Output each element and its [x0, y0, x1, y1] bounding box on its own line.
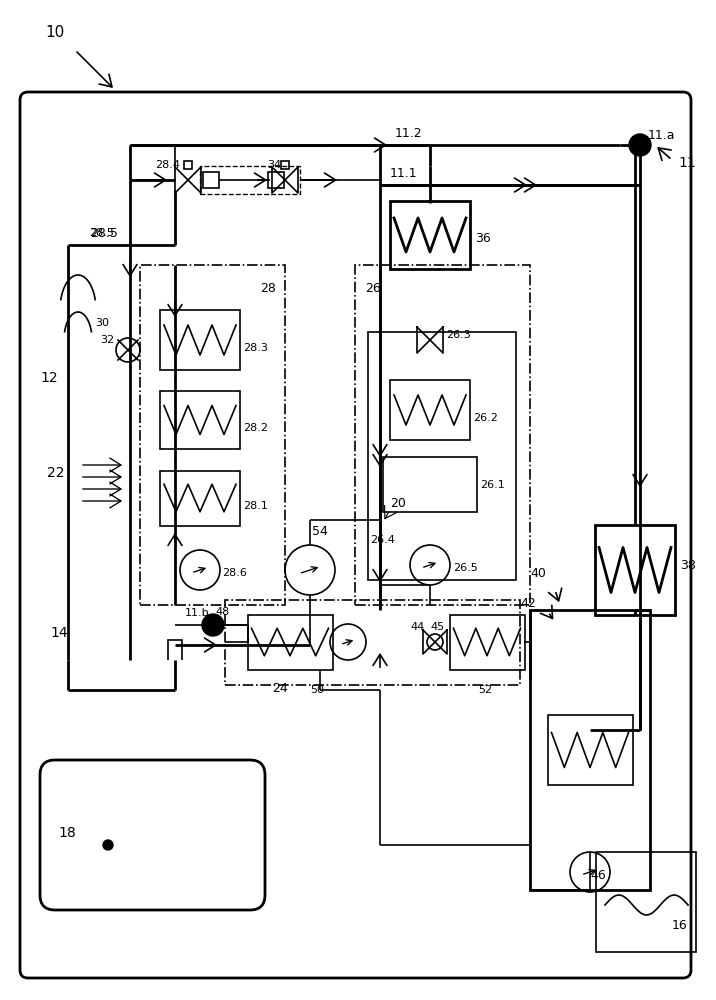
Text: 11.b: 11.b: [185, 608, 210, 618]
Text: 14: 14: [50, 626, 67, 640]
Bar: [596, 852, 696, 952]
Text: 28.6: 28.6: [222, 568, 247, 578]
Text: 28.5: 28.5: [90, 227, 118, 240]
Text: 45: 45: [430, 622, 444, 632]
Text: 11.a: 11.a: [648, 129, 675, 142]
Bar: [248, 614, 332, 670]
Text: 20: 20: [390, 497, 406, 510]
Bar: [281, 161, 289, 169]
Bar: [160, 310, 240, 370]
Text: 42: 42: [520, 597, 536, 610]
Text: 26.5: 26.5: [453, 563, 478, 573]
Text: 26.3: 26.3: [446, 330, 470, 340]
Text: 11.2: 11.2: [395, 127, 422, 140]
Text: 16: 16: [672, 919, 688, 932]
Text: 28.4: 28.4: [155, 160, 180, 170]
Text: 28.1: 28.1: [243, 501, 268, 511]
Text: 40: 40: [530, 567, 546, 580]
Bar: [530, 610, 650, 890]
Bar: [203, 172, 219, 188]
Text: 28: 28: [260, 282, 276, 295]
Text: 36: 36: [475, 232, 490, 245]
Text: 24: 24: [272, 682, 288, 695]
Text: 11: 11: [678, 156, 696, 170]
Bar: [390, 201, 470, 269]
Text: 28.2: 28.2: [243, 423, 268, 433]
Bar: [200, 166, 300, 194]
Bar: [184, 161, 192, 169]
Circle shape: [103, 840, 113, 850]
Bar: [160, 471, 240, 526]
Bar: [390, 380, 470, 440]
Circle shape: [629, 134, 651, 156]
Bar: [355, 265, 530, 605]
Text: 26.1: 26.1: [480, 480, 505, 490]
Bar: [225, 600, 520, 685]
Text: 26: 26: [365, 282, 381, 295]
Bar: [383, 457, 477, 512]
Text: 10: 10: [45, 25, 64, 40]
Text: 18: 18: [58, 826, 76, 840]
Bar: [140, 265, 285, 605]
Bar: [160, 391, 240, 449]
Text: 46: 46: [590, 869, 606, 882]
Text: 34: 34: [267, 160, 281, 170]
Text: 38: 38: [680, 559, 696, 572]
Text: 26.4: 26.4: [370, 535, 395, 545]
Circle shape: [202, 614, 224, 636]
Bar: [268, 172, 284, 188]
Bar: [368, 332, 516, 580]
Text: 52: 52: [478, 685, 492, 695]
Text: 28.3: 28.3: [243, 343, 268, 353]
Text: 32: 32: [100, 335, 114, 345]
Text: 26.2: 26.2: [473, 413, 498, 423]
Text: 50: 50: [310, 685, 324, 695]
Text: 48: 48: [215, 607, 229, 617]
Text: 11.1: 11.1: [390, 167, 417, 180]
Bar: [450, 614, 525, 670]
Bar: [548, 715, 632, 785]
Text: 12: 12: [40, 371, 57, 385]
Text: 22: 22: [47, 466, 64, 480]
Text: 44: 44: [410, 622, 425, 632]
Text: 54: 54: [312, 525, 328, 538]
Bar: [595, 525, 675, 615]
Text: 30: 30: [95, 318, 109, 328]
Text: 28.5: 28.5: [89, 228, 114, 238]
